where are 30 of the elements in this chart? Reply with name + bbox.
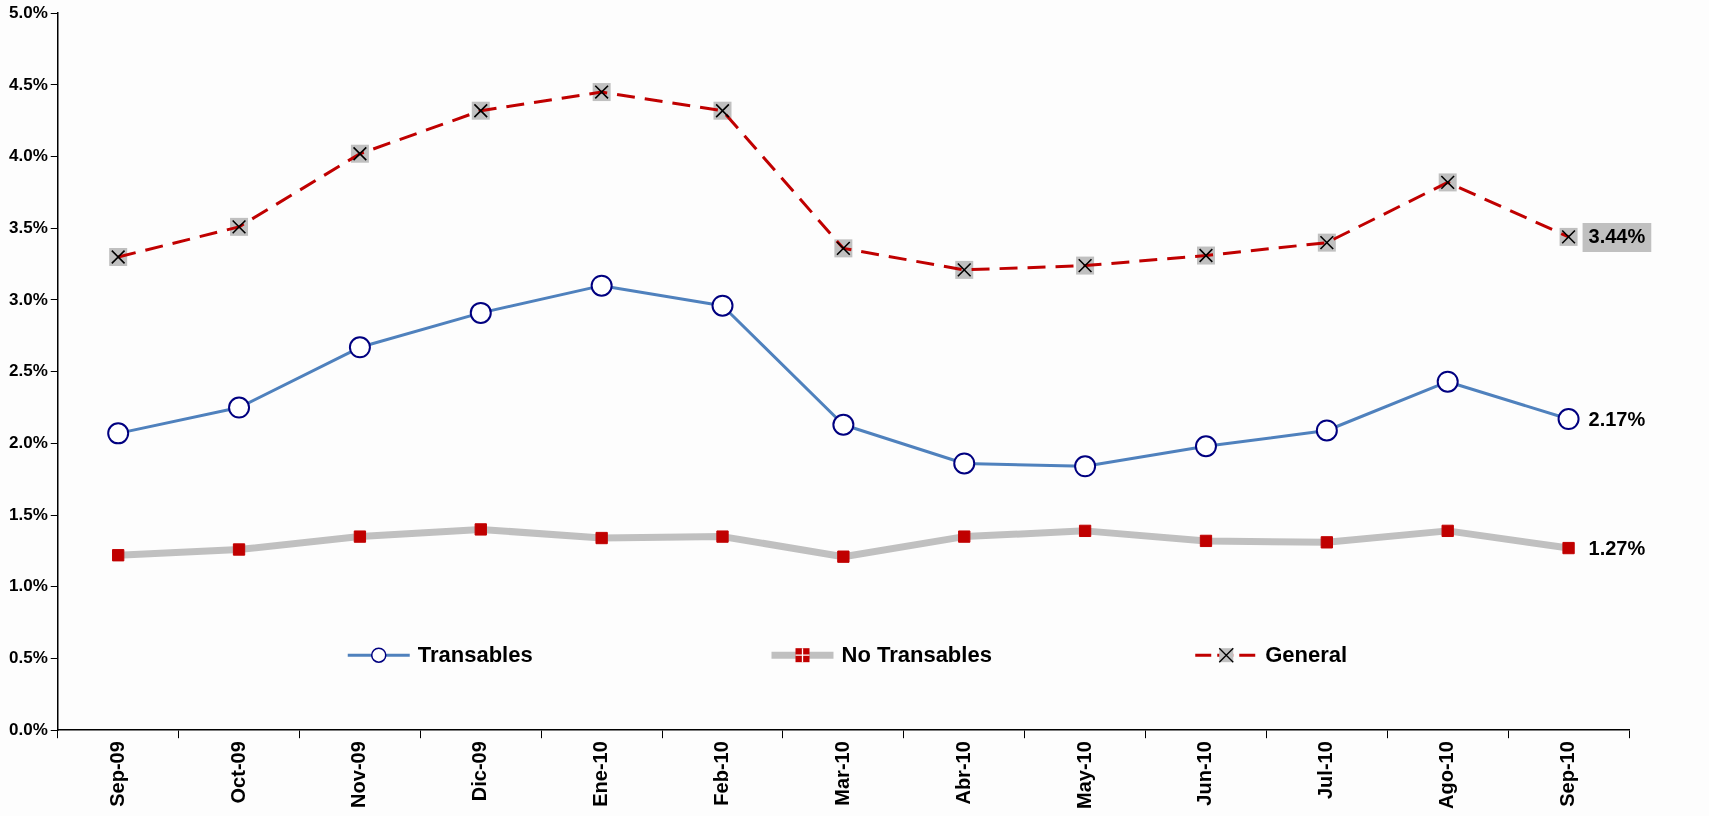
legend-label: General [1265,642,1348,668]
legend-label: No Transables [841,642,992,668]
x-tick-label: Feb-10 [710,741,733,806]
x-tick-label: Oct-09 [226,741,249,804]
x-tick-label: Dic-09 [468,741,491,802]
y-tick-label: 0.5% [9,648,48,668]
y-tick-label: 4.0% [9,146,48,166]
x-tick-label: Mar-10 [830,741,853,806]
x-tick-label: Jul-10 [1314,741,1337,799]
x-tick-label: May-10 [1072,741,1095,809]
x-tick-label: Ene-10 [589,741,612,807]
x-tick-label: Nov-09 [347,741,370,808]
x-tick-label: Sep-09 [105,741,128,807]
x-tick-label: Sep-10 [1556,741,1579,807]
x-tick-label: Jun-10 [1193,741,1216,806]
y-tick-label: 2.5% [9,361,48,381]
x-tick-label: Abr-10 [951,741,974,805]
x-tick-label: Ago-10 [1435,741,1458,809]
data-label: 2.17% [1588,407,1646,430]
y-tick-label: 0.0% [9,719,48,739]
y-tick-label: 1.5% [9,504,48,524]
y-tick-label: 1.0% [9,576,48,596]
data-label: 3.44% [1588,225,1646,248]
y-tick-label: 3.5% [9,217,48,237]
y-tick-label: 4.5% [9,74,48,94]
y-tick-label: 5.0% [9,2,48,22]
data-label: 1.27% [1588,536,1646,559]
y-tick-label: 3.0% [9,289,48,309]
y-tick-label: 2.0% [9,433,48,453]
legend-label: Transables [417,642,533,668]
